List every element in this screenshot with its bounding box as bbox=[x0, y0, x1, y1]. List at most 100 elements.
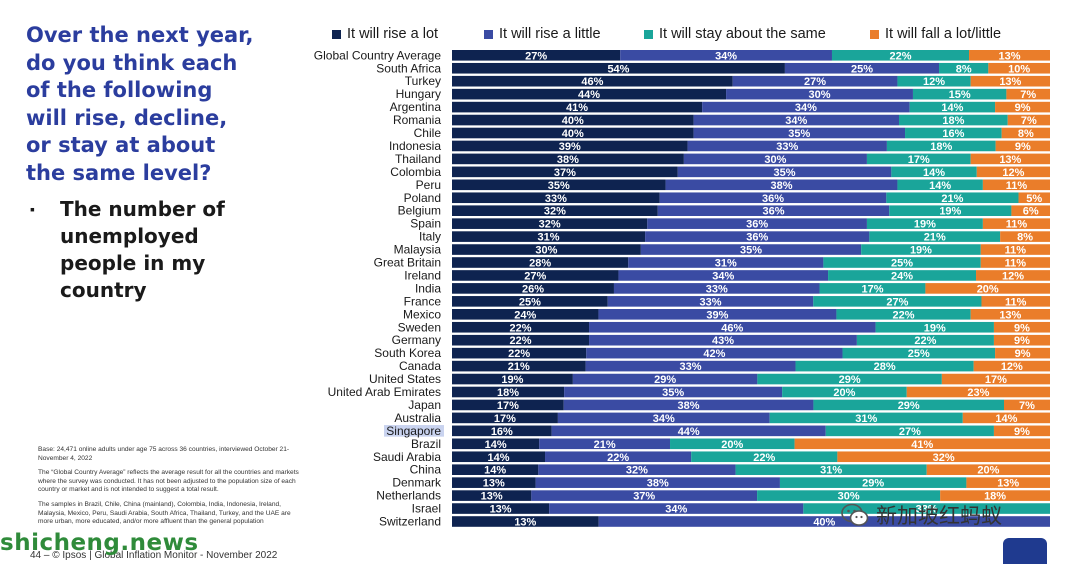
bar-segment bbox=[866, 218, 983, 229]
wechat-icon bbox=[841, 503, 869, 526]
data-label: 11% bbox=[1005, 258, 1027, 270]
bar-segment bbox=[452, 309, 599, 320]
methodology-notes: Base: 24,471 online adults under age 75 … bbox=[38, 446, 304, 533]
question-line: of the following bbox=[26, 78, 213, 102]
legend-item: It will stay about the same bbox=[644, 26, 826, 42]
bar-segment bbox=[1000, 231, 1050, 242]
bar-segment bbox=[452, 412, 558, 424]
bar-segment bbox=[452, 334, 590, 346]
data-label: 41% bbox=[911, 439, 933, 451]
bar-segment bbox=[452, 503, 550, 514]
bar-segment bbox=[589, 321, 876, 333]
bar-segment bbox=[557, 412, 770, 424]
question-title: Over the next year, do you think each of… bbox=[26, 22, 288, 187]
data-label: 14% bbox=[995, 413, 1017, 425]
data-label: 14% bbox=[923, 167, 945, 179]
bar-segment bbox=[647, 218, 867, 229]
legend-label: It will rise a little bbox=[499, 26, 601, 42]
bar-segment bbox=[452, 62, 785, 74]
bar-segment bbox=[1006, 88, 1050, 100]
data-label: 11% bbox=[1006, 180, 1028, 192]
category-label: China bbox=[410, 463, 442, 477]
bar-segment bbox=[891, 166, 977, 178]
category-label: Israel bbox=[412, 502, 441, 516]
chart-legend: It will rise a lot It will rise a little I… bbox=[332, 26, 1072, 44]
bar-segment bbox=[970, 309, 1050, 320]
bullet-text: The number of unemployed people in my co… bbox=[60, 196, 225, 304]
bar-segment bbox=[572, 373, 758, 385]
data-label: 16% bbox=[491, 426, 513, 438]
bar-segment bbox=[452, 516, 599, 527]
data-label: 33% bbox=[706, 283, 728, 295]
bar-segment bbox=[993, 425, 1050, 437]
data-label: 19% bbox=[501, 374, 523, 386]
data-label: 22% bbox=[893, 309, 915, 321]
category-label: Thailand bbox=[395, 152, 441, 166]
data-label: 33% bbox=[680, 361, 702, 373]
data-label: 15% bbox=[949, 89, 971, 101]
bar-segment bbox=[803, 503, 1050, 514]
bullet-line: country bbox=[60, 278, 147, 302]
bar-segment bbox=[976, 166, 1050, 178]
legend-label: It will rise a lot bbox=[347, 26, 439, 42]
bar-segment bbox=[993, 321, 1050, 333]
data-label: 23% bbox=[967, 387, 989, 399]
bar-segment bbox=[452, 75, 733, 87]
data-label: 36% bbox=[762, 206, 784, 218]
category-label: Argentina bbox=[390, 100, 442, 114]
data-label: 26% bbox=[522, 283, 544, 295]
data-label: 36% bbox=[746, 219, 768, 231]
data-label: 35% bbox=[662, 387, 684, 399]
bar-segment bbox=[912, 88, 1007, 100]
bar-segment bbox=[982, 218, 1050, 229]
footer-text: 44 – © Ipsos | Global Inflation Monitor … bbox=[30, 550, 278, 561]
data-label: 28% bbox=[529, 258, 551, 270]
bar-segment bbox=[769, 412, 963, 424]
data-label: 33% bbox=[776, 141, 798, 153]
bar-segment bbox=[598, 516, 1050, 527]
bar-segment bbox=[452, 360, 586, 372]
category-label: Canada bbox=[399, 359, 441, 373]
bar-segment bbox=[988, 62, 1050, 74]
category-label: Denmark bbox=[392, 476, 442, 490]
bar-segment bbox=[940, 490, 1050, 501]
bar-segment bbox=[452, 321, 590, 333]
bar-segment bbox=[889, 205, 1012, 216]
bar-segment bbox=[670, 438, 795, 450]
data-label: 34% bbox=[712, 270, 734, 282]
question-line: the same level? bbox=[26, 160, 212, 185]
bar-segment bbox=[831, 50, 970, 61]
data-label: 18% bbox=[497, 387, 519, 399]
data-label: 25% bbox=[851, 63, 873, 75]
data-label: 32% bbox=[933, 452, 955, 464]
data-label: 30% bbox=[535, 245, 557, 257]
category-label: Singapore bbox=[386, 424, 441, 438]
data-label: 13% bbox=[997, 478, 1019, 490]
data-label: 27% bbox=[804, 76, 826, 88]
legend-swatch bbox=[870, 29, 879, 39]
data-label: 34% bbox=[785, 115, 807, 127]
data-label: 34% bbox=[653, 413, 675, 425]
category-label: Turkey bbox=[405, 74, 441, 88]
bar-segment bbox=[452, 153, 684, 165]
bar-segment bbox=[1011, 205, 1050, 216]
category-label: South Korea bbox=[374, 346, 441, 360]
legend-item: It will fall a lot/little bbox=[870, 26, 1001, 42]
question-line: will rise, decline, bbox=[26, 105, 228, 130]
data-label: 17% bbox=[908, 154, 930, 166]
data-label: 18% bbox=[984, 491, 1006, 503]
category-label: Sweden bbox=[398, 320, 441, 334]
bar-segment bbox=[795, 360, 974, 372]
data-label: 14% bbox=[484, 465, 506, 477]
bullet-line: people in my bbox=[60, 251, 206, 275]
bar-segment bbox=[886, 192, 1019, 204]
bar-segment bbox=[693, 114, 899, 126]
data-label: 14% bbox=[929, 180, 951, 192]
bar-segment bbox=[969, 50, 1050, 61]
bar-segment bbox=[452, 166, 678, 178]
bar-segment bbox=[836, 309, 971, 320]
bar-segment bbox=[941, 373, 1050, 385]
site-watermark: shicheng.news bbox=[0, 530, 199, 556]
bar-segment bbox=[909, 101, 996, 113]
category-label: Indonesia bbox=[389, 139, 441, 153]
